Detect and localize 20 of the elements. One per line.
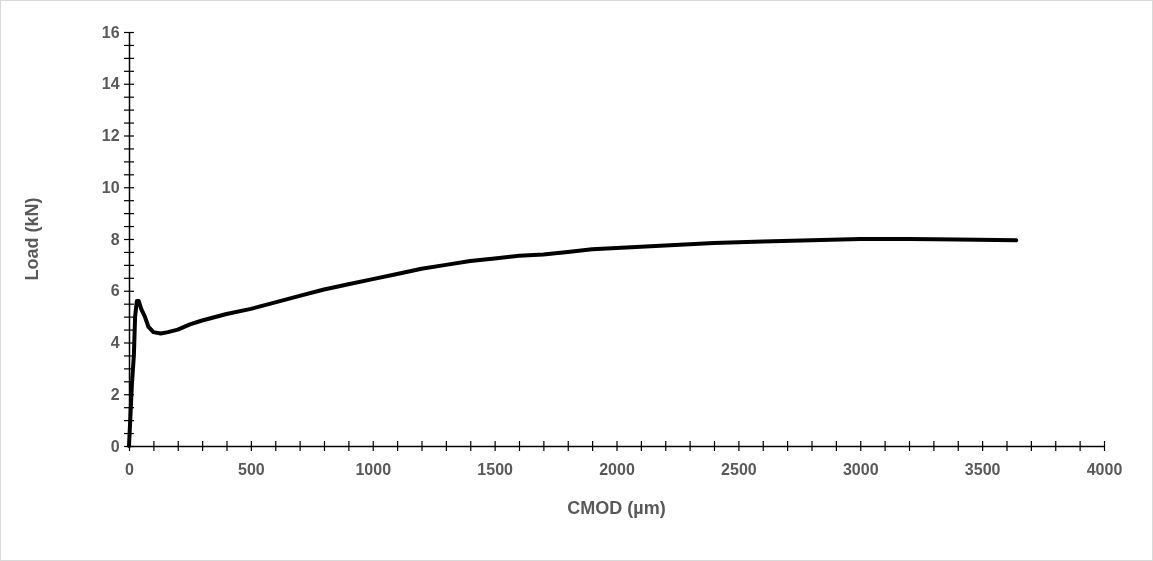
y-tick-label: 4 — [110, 334, 120, 352]
x-tick-label: 2500 — [721, 460, 757, 478]
y-axis-title: Load (kN) — [22, 197, 42, 281]
y-tick-label: 0 — [110, 437, 120, 455]
x-tick-label: 500 — [238, 460, 265, 478]
y-tick-label: 12 — [101, 127, 120, 145]
y-tick-label: 10 — [101, 178, 120, 196]
x-tick-label: 0 — [125, 460, 135, 478]
x-axis-title: CMOD (µm) — [567, 498, 666, 518]
x-tick-label: 1500 — [477, 460, 514, 478]
y-tick-label: 14 — [101, 75, 120, 93]
y-tick-label: 6 — [110, 282, 120, 300]
y-tick-label: 8 — [110, 230, 120, 248]
x-tick-label: 2000 — [599, 460, 635, 478]
x-tick-label: 1000 — [355, 460, 392, 478]
y-tick-label: 2 — [110, 385, 120, 403]
x-tick-label: 3500 — [964, 460, 1001, 478]
x-tick-label: 3000 — [842, 460, 879, 478]
y-tick-label: 16 — [101, 23, 120, 41]
x-tick-label: 4000 — [1086, 460, 1123, 478]
